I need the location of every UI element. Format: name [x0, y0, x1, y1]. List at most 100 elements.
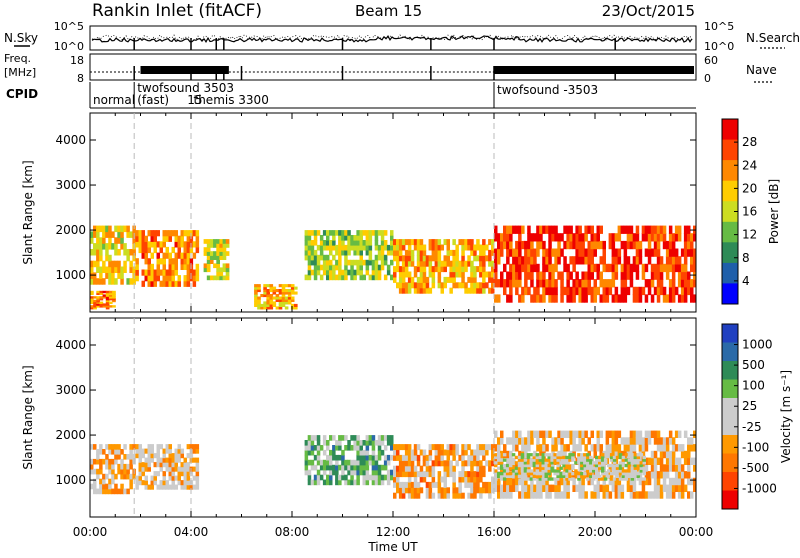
data-cell	[569, 294, 573, 303]
data-cell	[659, 263, 664, 273]
data-cell	[377, 449, 382, 456]
data-cell	[126, 278, 130, 285]
data-cell	[656, 233, 661, 242]
data-cell	[659, 233, 664, 242]
data-cell	[553, 453, 557, 457]
data-cell	[671, 279, 676, 288]
nsearch-tick-bottom: 10^0	[704, 40, 734, 53]
data-cell	[329, 230, 333, 236]
data-cell	[647, 240, 652, 250]
data-cell	[578, 286, 582, 296]
data-cell	[284, 284, 289, 288]
data-cell	[322, 464, 327, 471]
data-cell	[443, 476, 447, 483]
data-cell	[383, 259, 388, 266]
data-cell	[390, 240, 394, 246]
data-cell	[171, 258, 175, 265]
data-cell	[589, 458, 593, 462]
data-cell	[150, 241, 154, 248]
data-cell	[390, 249, 394, 256]
data-cell	[284, 306, 289, 310]
data-cell	[338, 240, 342, 246]
data-cell	[159, 462, 163, 468]
data-cell	[219, 239, 224, 244]
data-cell	[533, 263, 537, 273]
data-cell	[105, 299, 110, 303]
data-cell	[554, 256, 558, 265]
data-cell	[680, 450, 685, 459]
data-cell	[96, 254, 100, 262]
data-cell	[621, 469, 626, 473]
data-cell	[509, 271, 513, 280]
data-cell	[99, 278, 103, 285]
data-cell	[639, 461, 644, 465]
data-cell	[162, 275, 166, 282]
data-cell	[633, 455, 638, 460]
data-cell	[455, 260, 459, 267]
data-cell	[335, 445, 339, 451]
data-cell	[177, 466, 181, 472]
data-cell	[129, 449, 133, 455]
data-cell	[693, 444, 697, 452]
data-cell	[132, 473, 136, 480]
data-cell	[563, 484, 567, 492]
data-cell	[590, 430, 594, 438]
data-cell	[615, 463, 620, 468]
data-cell	[491, 271, 495, 278]
data-cell	[488, 260, 492, 267]
data-cell	[473, 255, 477, 262]
data-cell	[473, 249, 477, 256]
data-cell	[105, 272, 109, 279]
data-cell	[656, 471, 661, 479]
data-cell	[335, 259, 339, 266]
data-cell	[410, 454, 415, 461]
data-cell	[514, 455, 519, 460]
data-cell	[322, 469, 327, 476]
data-cell	[338, 269, 342, 276]
data-cell	[473, 244, 477, 251]
data-cell	[599, 430, 603, 438]
data-cell	[671, 437, 676, 445]
data-cell	[653, 491, 658, 499]
data-cell	[511, 469, 516, 473]
data-cell	[449, 449, 453, 456]
data-cell	[99, 296, 104, 299]
data-cell	[565, 474, 569, 478]
data-cell	[586, 455, 590, 460]
data-cell	[310, 259, 315, 266]
data-cell	[129, 278, 133, 285]
data-cell	[138, 475, 142, 481]
data-cell	[254, 294, 258, 298]
data-cell	[575, 248, 579, 257]
data-cell	[102, 225, 106, 233]
data-cell	[102, 483, 106, 490]
data-cell	[206, 259, 211, 264]
data-cell	[407, 492, 412, 499]
data-cell	[377, 440, 382, 446]
data-cell	[326, 474, 330, 481]
data-cell	[644, 464, 649, 472]
data-cell	[659, 450, 664, 459]
data-cell	[186, 480, 191, 486]
data-cell	[541, 461, 545, 465]
data-cell	[93, 488, 97, 495]
data-cell	[353, 440, 357, 446]
data-cell	[203, 239, 208, 244]
data-cell	[665, 248, 670, 257]
data-cell	[533, 233, 537, 242]
data-cell	[377, 254, 382, 261]
data-cell	[518, 256, 522, 265]
data-cell	[401, 471, 406, 478]
data-cell	[620, 491, 625, 499]
data-cell	[488, 481, 492, 488]
data-cell	[365, 240, 370, 246]
nave-label: Nave	[746, 63, 777, 77]
data-cell	[611, 437, 616, 445]
data-cell	[479, 255, 483, 262]
data-cell	[266, 306, 270, 310]
data-cell	[150, 448, 154, 454]
data-cell	[111, 243, 115, 250]
data-cell	[123, 488, 127, 495]
data-cell	[162, 457, 166, 463]
